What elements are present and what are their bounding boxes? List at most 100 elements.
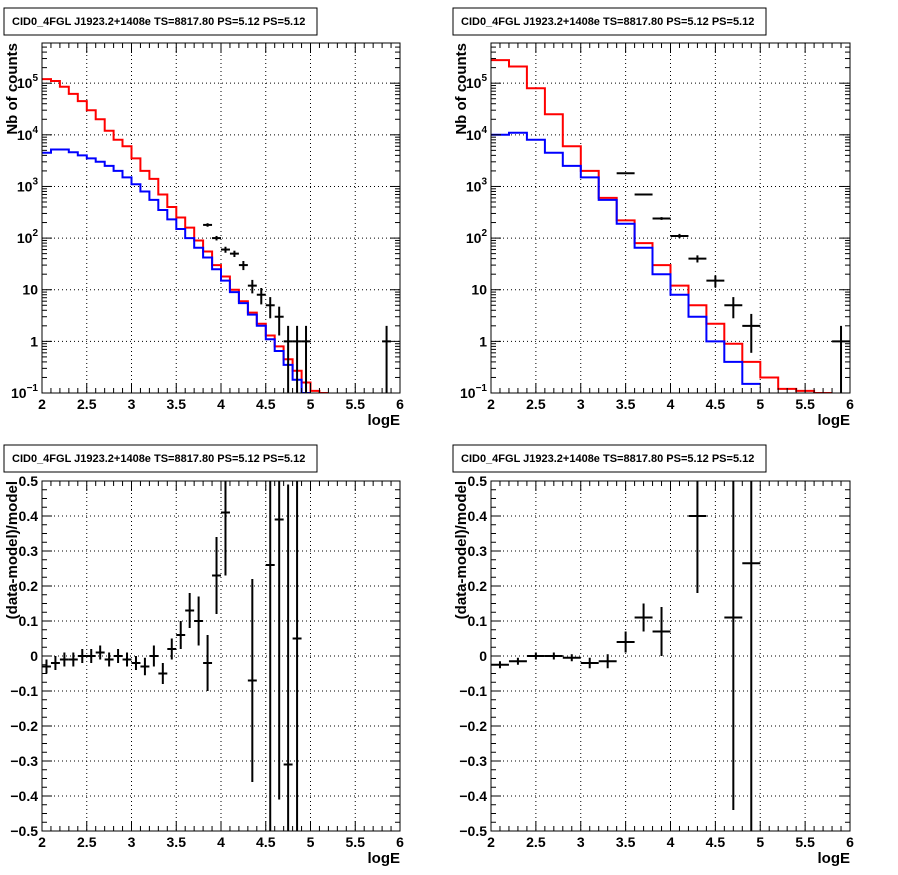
x-tick-label: 5.5 [795,396,815,412]
data-point [194,596,204,646]
y-tick-label: −0.5 [10,823,38,839]
data-point [274,306,284,336]
y-tick-label: −0.1 [10,683,38,699]
data-point [652,607,671,656]
y-tick-label: 102 [17,228,39,246]
y-tick-label: 10−1 [460,383,487,401]
x-tick-label: 5.5 [795,834,815,850]
y-tick-label: 0.5 [19,473,39,489]
data-point [508,657,527,665]
data-point [149,645,159,667]
y-tick-label: −0.1 [459,683,487,699]
data-point [167,638,177,660]
grid [41,43,401,394]
y-tick-label: 0.3 [468,543,488,559]
data-point [265,297,275,319]
y-axis: −0.5 −0.4 −0.3 −0.2 −0.1 0 0.1 0.2 0.3 0.4 0.5 [10,473,400,839]
title-box [3,7,318,36]
y-axis-title: (data-model)/model [453,481,470,619]
x-tick-label: 3 [577,396,585,412]
title-box [452,7,767,36]
x-axis: 2 2.5 3 3.5 4 4.5 5 5.5 6 [487,481,854,850]
data-point [86,649,96,663]
data-point [598,654,617,669]
x-tick-label: 4 [667,396,675,412]
x-tick-label: 3.5 [616,834,636,850]
data-point [212,235,221,241]
model-histogram-red [491,59,833,393]
y-tick-base: 10 [466,75,482,91]
x-axis-title: logE [368,850,401,867]
data-point [247,279,257,294]
y-tick-exponent: 3 [32,176,38,187]
data-point [634,603,653,632]
data-point [238,261,248,271]
y-tick-label: 0.5 [468,473,488,489]
y-tick-base: 0.1 [19,613,39,629]
x-tick-label: 2 [38,834,46,850]
y-tick-label: −0.4 [10,788,38,804]
y-axis-title: Nb of counts [4,43,21,135]
data-point [221,246,230,253]
data-point [50,656,60,670]
y-tick-base: 0 [30,648,38,664]
series-group [491,59,850,393]
chart-title: CID0_4FGL J1923.2+1408e TS=8817.80 PS=5.… [461,16,754,28]
y-tick-base: −0.2 [459,718,487,734]
y-axis-title: (data-model)/model [4,481,21,619]
y-tick-base: 0.4 [468,508,488,524]
x-tick-label: 5 [756,834,764,850]
data-point [176,621,186,649]
y-tick-label: 0 [30,648,38,664]
series-group [42,78,392,393]
y-tick-base: 0.5 [468,473,488,489]
y-tick-exponent: 4 [32,125,38,136]
y-tick-label: 104 [466,125,488,143]
x-axis-title: logE [368,412,401,429]
y-tick-label: 0.4 [468,508,488,524]
y-tick-label: 10 [22,282,38,298]
y-tick-label: 0.1 [19,613,39,629]
x-axis: 2 2.5 3 3.5 4 4.5 5 5.5 6 [38,43,404,412]
series-group [42,481,302,831]
model-histogram-red [42,78,329,393]
y-tick-base: 10 [17,127,33,143]
y-tick-label: 104 [17,125,39,143]
x-tick-label: 4 [217,834,225,850]
model-histogram-blue [42,148,311,393]
data-point [562,654,581,662]
y-tick-base: −0.4 [10,788,38,804]
x-tick-label: 2.5 [77,396,97,412]
y-tick-base: 1 [30,333,38,349]
x-tick-label: 4.5 [706,834,726,850]
y-tick-base: −0.5 [10,823,38,839]
data-point [203,635,213,691]
data-point [68,652,78,667]
y-tick-base: −0.3 [10,753,38,769]
chart-panel-2: 2 2.5 3 3.5 4 4.5 5 5.5 610−1110102103104105logE… [452,7,854,429]
y-axis-title: Nb of counts [453,43,470,135]
data-point [185,593,195,628]
y-tick-label: 103 [17,176,39,194]
x-tick-label: 2 [487,834,495,850]
x-tick-label: 4.5 [256,834,276,850]
data-point [265,481,275,831]
x-tick-label: 6 [846,396,854,412]
data-point [616,631,635,653]
data-point [634,193,653,196]
y-tick-label: 0.2 [19,578,39,594]
data-point [688,481,707,593]
x-tick-label: 3 [128,834,136,850]
y-tick-base: 10 [11,385,27,401]
x-tick-label: 2 [38,396,46,412]
y-tick-label: 0.4 [19,508,39,524]
y-tick-label: 1 [30,333,38,349]
y-tick-label: −0.2 [459,718,487,734]
series-group [491,481,761,831]
x-axis-title: logE [818,412,851,429]
data-point [526,652,545,660]
data-point [580,657,599,669]
y-tick-base: −0.5 [459,823,487,839]
